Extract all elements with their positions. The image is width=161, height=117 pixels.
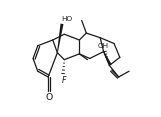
Polygon shape xyxy=(103,51,112,65)
Text: O: O xyxy=(46,93,53,102)
Text: HO: HO xyxy=(61,16,72,22)
Text: OH: OH xyxy=(98,43,109,49)
Polygon shape xyxy=(57,24,63,53)
Text: F: F xyxy=(62,76,66,85)
